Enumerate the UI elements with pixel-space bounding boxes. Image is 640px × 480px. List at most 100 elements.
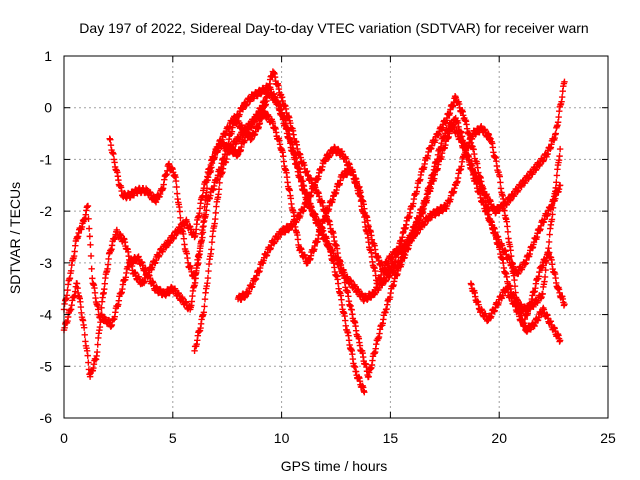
data-point	[212, 209, 219, 217]
data-point	[93, 348, 101, 356]
data-point	[361, 388, 368, 396]
x-tick-label: 0	[60, 430, 68, 446]
data-point	[541, 273, 549, 281]
series-day-1	[60, 78, 568, 330]
data-point	[107, 136, 114, 143]
data-point	[203, 207, 210, 214]
data-point	[173, 183, 180, 191]
y-tick-label: -1	[40, 151, 53, 167]
data-point	[204, 274, 212, 282]
data-point	[87, 241, 94, 249]
data-point	[80, 324, 88, 331]
y-tick-label: 0	[44, 100, 52, 116]
x-tick-label: 25	[600, 430, 616, 446]
data-point	[201, 203, 208, 211]
data-point	[98, 304, 105, 312]
data-point	[81, 331, 88, 338]
data-point	[542, 266, 549, 274]
data-point	[110, 150, 117, 158]
chart-title: Day 197 of 2022, Sidereal Day-to-day VTE…	[79, 20, 588, 36]
data-point	[553, 179, 560, 186]
data-point	[504, 223, 511, 230]
data-point	[193, 262, 201, 269]
data-point	[552, 184, 559, 192]
data-point	[553, 172, 561, 179]
data-point	[200, 218, 207, 226]
data-point	[71, 248, 78, 255]
y-tick-label: -2	[40, 203, 53, 219]
series-day-5	[234, 122, 564, 345]
data-point	[85, 225, 93, 232]
data-point	[86, 233, 94, 240]
axis-ticks	[63, 55, 609, 419]
data-point	[561, 301, 568, 308]
data-point	[546, 231, 553, 238]
data-point	[176, 208, 184, 215]
x-tick-label: 20	[491, 430, 507, 446]
data-point	[84, 352, 91, 359]
x-tick-label: 15	[383, 430, 399, 446]
data-point	[85, 359, 92, 366]
data-point	[561, 78, 568, 86]
data-point	[197, 238, 205, 246]
data-point	[67, 267, 75, 275]
data-point	[203, 185, 211, 192]
data-point	[97, 318, 104, 326]
data-point	[200, 211, 208, 219]
data-point	[556, 182, 564, 189]
data-point	[212, 215, 219, 223]
data-point	[94, 341, 101, 348]
data-point	[497, 179, 504, 186]
data-point	[173, 190, 181, 197]
data-point	[555, 113, 562, 121]
data-point	[177, 214, 184, 221]
data-point	[549, 204, 557, 211]
y-axis-label: SDTVAR / TECUs	[7, 182, 23, 294]
data-point	[500, 195, 507, 203]
data-point	[511, 282, 519, 290]
data-point	[545, 238, 553, 246]
data-point	[97, 312, 105, 319]
data-point	[85, 215, 92, 222]
data-point	[104, 261, 112, 268]
data-point	[539, 290, 546, 298]
data-point	[188, 298, 196, 305]
data-point	[216, 179, 223, 187]
y-tick-label: -6	[40, 410, 53, 426]
data-point	[556, 152, 563, 160]
y-tick-label: 1	[44, 48, 52, 64]
plot-frame	[63, 55, 609, 419]
data-point	[511, 276, 518, 284]
data-point	[549, 211, 556, 218]
series-day-6	[467, 249, 568, 329]
data-point	[504, 228, 512, 236]
data-point	[200, 309, 208, 316]
data-point	[294, 236, 302, 243]
data-point	[88, 265, 95, 272]
data-point	[87, 252, 95, 260]
data-point	[507, 252, 515, 260]
data-point	[205, 267, 212, 275]
data-point	[77, 303, 85, 311]
data-point	[101, 280, 108, 287]
data-point	[64, 286, 71, 294]
y-tick-label: -3	[40, 255, 53, 271]
data-point	[215, 186, 223, 193]
data-point	[287, 195, 295, 202]
data-point	[558, 93, 566, 101]
data-point	[208, 246, 215, 253]
y-tick-labels: -6 -5 -4 -3 -2 -1 0 1	[40, 48, 53, 426]
y-tick-label: -5	[40, 358, 53, 374]
data-point	[500, 201, 508, 208]
data-point	[172, 177, 180, 185]
y-tick-label: -4	[40, 307, 53, 323]
data-point	[193, 267, 200, 274]
data-point	[180, 235, 188, 242]
data-point	[84, 202, 92, 210]
data-point	[201, 303, 208, 310]
data-point	[101, 285, 108, 293]
data-point	[208, 238, 216, 246]
x-tick-labels: 0 5 10 15 20 25	[60, 430, 616, 446]
